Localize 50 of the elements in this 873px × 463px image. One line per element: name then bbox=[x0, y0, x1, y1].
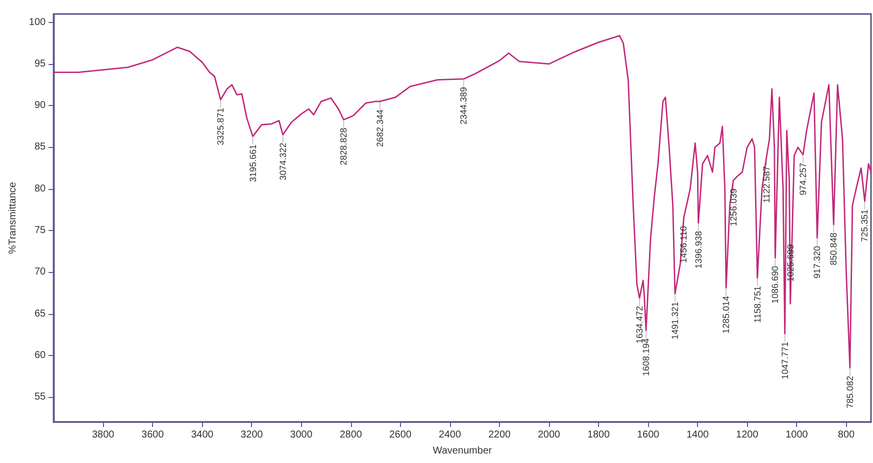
x-axis-title: Wavenumber bbox=[432, 446, 493, 456]
x-tick-label: 3200 bbox=[240, 430, 264, 440]
annotation: 2828.828 bbox=[338, 128, 349, 166]
x-tick-label: 1800 bbox=[587, 430, 610, 440]
y-tick-label: 95 bbox=[34, 58, 46, 70]
annotation: 3325.871 bbox=[216, 108, 226, 146]
annotation: 974.257 bbox=[798, 162, 808, 196]
annotation: 1086.690 bbox=[770, 266, 780, 304]
annotation: 1158.751 bbox=[752, 286, 762, 323]
x-tick-label: 2200 bbox=[488, 430, 512, 440]
x-tick-label: 1000 bbox=[786, 430, 808, 440]
y-tick-label: 90 bbox=[34, 100, 46, 112]
x-tick-label: 2600 bbox=[389, 430, 412, 440]
x-tick-label: 1400 bbox=[686, 430, 710, 440]
annotation: 2344.389 bbox=[458, 86, 469, 124]
annotation: 2682.344 bbox=[374, 109, 385, 147]
annotation: 3195.661 bbox=[248, 144, 258, 182]
annotation: 1256.039 bbox=[728, 188, 738, 226]
annotation: 1047.771 bbox=[780, 342, 790, 380]
x-tick-label: 1600 bbox=[636, 430, 660, 440]
annotation: 1285.014 bbox=[721, 296, 732, 334]
x-tick-label: 3400 bbox=[191, 430, 214, 440]
annotation: 1122.587 bbox=[761, 166, 772, 203]
y-tick-label: 75 bbox=[34, 224, 46, 236]
annotation: 1491.321 bbox=[670, 302, 680, 340]
annotation: 1025.699 bbox=[785, 244, 796, 282]
annotation: 917.320 bbox=[812, 246, 822, 279]
y-tick-label: 85 bbox=[34, 142, 46, 153]
annotation: 1608.194 bbox=[641, 338, 652, 376]
x-tick-label: 3000 bbox=[290, 430, 313, 440]
y-tick-label: 55 bbox=[34, 392, 46, 403]
x-tick-label: 2400 bbox=[438, 430, 462, 440]
annotation: 725.351 bbox=[860, 209, 870, 242]
y-tick-label: 60 bbox=[34, 350, 46, 361]
y-tick-label: 80 bbox=[34, 183, 46, 194]
y-tick-label: 70 bbox=[34, 266, 46, 278]
x-tick-label: 3800 bbox=[92, 430, 115, 440]
annotation: 3074.322 bbox=[278, 142, 288, 180]
annotation: 1396.938 bbox=[693, 230, 704, 269]
annotation: 850.848 bbox=[828, 232, 839, 266]
y-axis-title: %Transmittance bbox=[8, 182, 18, 254]
x-tick-label: 3600 bbox=[142, 430, 164, 440]
annotation: 1456.110 bbox=[678, 226, 689, 263]
y-tick-label: 65 bbox=[34, 308, 46, 320]
x-tick-label: 1200 bbox=[736, 430, 759, 440]
x-tick-label: 2000 bbox=[538, 430, 561, 440]
x-tick-label: 2800 bbox=[340, 430, 362, 440]
y-tick-label: 100 bbox=[28, 16, 46, 28]
x-tick-label: 800 bbox=[838, 430, 856, 440]
annotation: 785.082 bbox=[844, 376, 855, 408]
